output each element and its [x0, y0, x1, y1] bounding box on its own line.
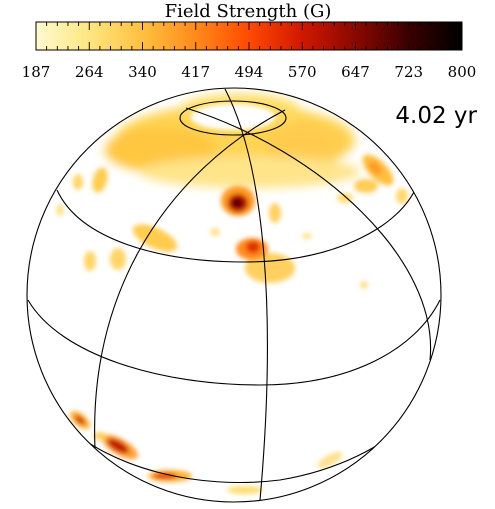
colorbar-tick-labels: 187 264 340 417 494 570 647 723 800 [22, 63, 477, 81]
latitude-equator [27, 299, 441, 386]
colorbar-tick-label: 494 [235, 63, 264, 81]
colorbar-tick-label: 264 [75, 63, 104, 81]
latitude-60n [56, 189, 416, 263]
spot-north-polar-cap [105, 94, 360, 188]
meridian-west [94, 109, 286, 501]
time-label: 4.02 yr [395, 103, 477, 129]
spot-field-scattered [56, 167, 368, 289]
spot-equator [236, 238, 295, 283]
colorbar-tick-label: 417 [181, 63, 210, 81]
colorbar-tick-label: 570 [288, 63, 317, 81]
spot-limb-east [354, 154, 408, 204]
sphere-grid [26, 87, 442, 503]
sphere-limb [26, 87, 442, 503]
polar-hole [191, 104, 275, 130]
colorbar-title: Field Strength (G) [165, 1, 332, 22]
spot-mid-latitude [221, 186, 255, 216]
colorbar-tick-label: 340 [128, 63, 157, 81]
colorbar-tick-label: 800 [448, 63, 477, 81]
meridian-east [185, 107, 432, 361]
colorbar-tick-label: 647 [341, 63, 370, 81]
colorbar-tick-label: 187 [22, 63, 51, 81]
meridian-center [224, 88, 268, 501]
colorbar-tick-label: 723 [394, 63, 423, 81]
latitude-polar-circle [179, 100, 287, 136]
colorbar-ticks [35, 22, 463, 50]
